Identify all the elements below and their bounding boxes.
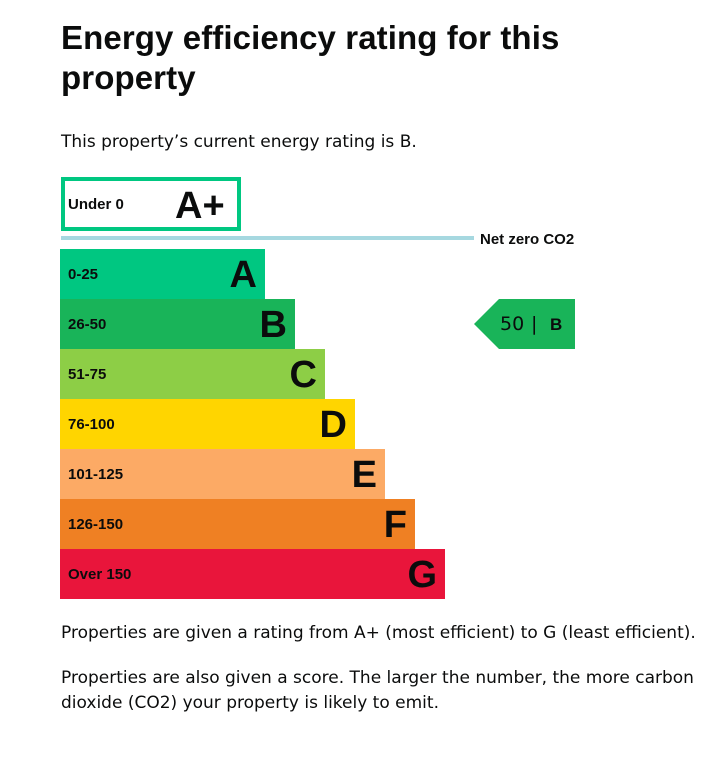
band-bar-c: [60, 349, 325, 399]
rating-explanation: Properties are given a rating from A+ (m…: [61, 623, 696, 643]
top-band-box: [61, 177, 241, 231]
band-letter-b: B: [260, 304, 287, 346]
band-range-d: 76-100: [68, 416, 115, 433]
current-rating-arrow: [474, 299, 575, 349]
current-rating-text: This property’s current energy rating is…: [61, 132, 417, 152]
band-letter-e: E: [352, 454, 377, 496]
band-letter-g: G: [407, 554, 437, 596]
current-rating-separator: |: [531, 313, 537, 335]
band-range-f: 126-150: [68, 516, 123, 533]
band-bar-d: [60, 399, 355, 449]
band-range-c: 51-75: [68, 366, 106, 383]
band-bar-a: [60, 249, 265, 299]
score-explanation: Properties are also given a score. The l…: [61, 668, 694, 713]
page-title: Energy efficiency rating for this proper…: [61, 19, 560, 96]
band-range-b: 26-50: [68, 316, 106, 333]
band-letter-f: F: [384, 504, 407, 546]
current-rating-score: 50: [500, 313, 524, 335]
band-range-e: 101-125: [68, 466, 123, 483]
top-band-range: Under 0: [68, 196, 124, 213]
band-bar-f: [60, 499, 415, 549]
band-letter-d: D: [320, 404, 347, 446]
band-bar-e: [60, 449, 385, 499]
band-range-g: Over 150: [68, 566, 131, 583]
current-rating-letter: B: [550, 315, 562, 334]
band-bar-b: [60, 299, 295, 349]
band-range-a: 0-25: [68, 266, 98, 283]
band-letter-c: C: [290, 354, 317, 396]
net-zero-label: Net zero CO2: [480, 231, 574, 248]
band-letter-a: A: [230, 254, 257, 296]
top-band-letter: A+: [175, 185, 225, 227]
band-bar-g: [60, 549, 445, 599]
